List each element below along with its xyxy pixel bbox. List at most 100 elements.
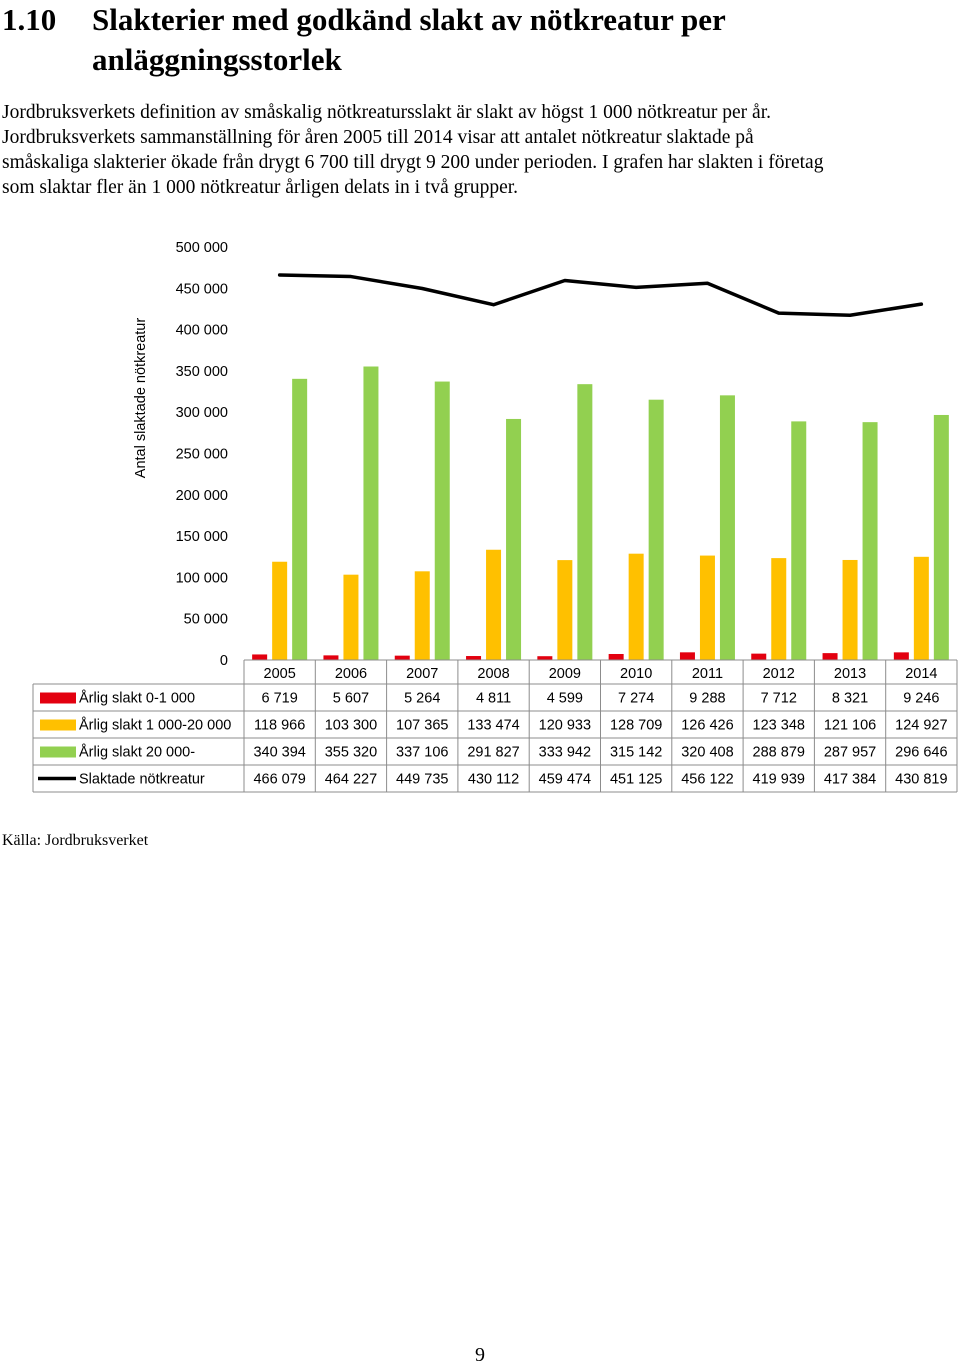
data-label: 7 274: [618, 691, 654, 707]
data-label: 120 933: [539, 718, 591, 734]
legend-label: Slaktade nötkreatur: [79, 772, 205, 788]
bar-small-2007: [394, 655, 410, 660]
legend-swatch: [40, 692, 76, 704]
bar-large-2006: [363, 366, 379, 660]
source-note: Källa: Jordbruksverket: [2, 832, 149, 849]
data-label: 417 384: [824, 772, 876, 788]
y-tick-label: 500 000: [176, 240, 228, 256]
data-label: 5 264: [404, 691, 440, 707]
data-label: 118 966: [254, 718, 305, 734]
x-tick-label: 2005: [264, 666, 296, 682]
data-label: 103 300: [325, 718, 377, 734]
data-label: 296 646: [895, 745, 947, 761]
legend-label: Årlig slakt 0-1 000: [79, 690, 195, 707]
data-label: 340 394: [253, 745, 305, 761]
y-tick-label: 250 000: [176, 447, 228, 463]
x-tick-label: 2010: [620, 666, 652, 682]
bar-small-2010: [608, 653, 624, 660]
bar-medium-2010: [628, 553, 644, 660]
legend-label: Årlig slakt 20 000-: [79, 744, 195, 761]
data-label: 287 957: [824, 745, 876, 761]
bar-large-2008: [506, 418, 522, 660]
data-label: 315 142: [610, 745, 662, 761]
line-group: [277, 273, 924, 317]
section-number: 1.10: [2, 2, 57, 37]
bar-medium-2005: [272, 561, 288, 660]
data-table: 2005 2006 2007 2008 2009 2010 2011 2012 2013 2014…: [32, 659, 958, 793]
data-label: 355 320: [325, 745, 377, 761]
data-label: 451 125: [610, 772, 662, 788]
bar-medium-2007: [414, 571, 430, 660]
bar-large-2012: [791, 421, 807, 660]
data-label: 419 939: [753, 772, 805, 788]
data-label: 333 942: [539, 745, 591, 761]
bar-small-2006: [323, 655, 339, 660]
intro-paragraph: Jordbruksverkets definition av småskalig…: [2, 100, 957, 200]
data-label: 464 227: [325, 772, 377, 788]
data-label: 123 348: [753, 718, 805, 734]
y-tick-label: 300 000: [176, 405, 228, 421]
bar-large-2013: [862, 422, 878, 660]
data-label: 6 719: [262, 691, 298, 707]
x-tick-label: 2012: [763, 666, 795, 682]
y-tick-label: 50 000: [184, 612, 228, 628]
slaughter-chart: 0 50 000 100 000 150 000 200 000 250 000 300 0…: [32, 240, 958, 793]
data-label: 337 106: [396, 745, 448, 761]
legend-label: Årlig slakt 1 000-20 000: [79, 717, 231, 734]
data-label: 430 819: [895, 772, 947, 788]
data-label: 121 106: [824, 718, 876, 734]
data-label: 8 321: [832, 691, 868, 707]
data-label: 4 811: [476, 691, 511, 707]
y-axis-ticks: 0 50 000 100 000 150 000 200 000 250 000 300 0…: [176, 240, 228, 669]
paragraph-line: som slaktar fler än 1 000 nötkreatur årl…: [2, 177, 519, 198]
page-number: 9: [475, 1344, 485, 1366]
bar-large-2011: [719, 395, 735, 660]
bar-large-2009: [577, 384, 593, 660]
x-tick-label: 2014: [905, 666, 937, 682]
y-tick-label: 100 000: [176, 570, 228, 586]
paragraph-line: Jordbruksverkets sammanställning för åre…: [2, 127, 754, 148]
bar-medium-2006: [343, 574, 359, 660]
bar-small-2013: [822, 653, 838, 660]
x-tick-label: 2011: [692, 666, 723, 682]
bar-small-2005: [252, 654, 268, 660]
bar-medium-2009: [557, 560, 573, 660]
y-tick-label: 400 000: [176, 323, 228, 339]
total-line: [277, 273, 924, 317]
bar-medium-2013: [842, 559, 858, 660]
bar-large-2014: [933, 414, 949, 660]
data-label: 466 079: [253, 772, 305, 788]
bar-small-2011: [679, 652, 695, 660]
data-label: 9 288: [689, 691, 725, 707]
bar-small-2009: [537, 656, 553, 660]
y-tick-label: 350 000: [176, 364, 228, 380]
data-label: 430 112: [468, 772, 519, 788]
legend-swatch: [40, 746, 76, 758]
x-tick-label: 2007: [406, 666, 438, 682]
bar-small-2014: [893, 652, 909, 660]
data-label: 459 474: [539, 772, 591, 788]
y-axis-label: Antal slaktade nötkreatur: [133, 318, 149, 479]
data-label: 107 365: [396, 718, 448, 734]
x-tick-label: 2008: [477, 666, 509, 682]
data-label: 320 408: [681, 745, 733, 761]
data-label: 449 735: [396, 772, 448, 788]
bar-large-2005: [292, 378, 308, 660]
data-label: 291 827: [467, 745, 519, 761]
bars-group: [252, 366, 949, 660]
bar-medium-2014: [913, 556, 929, 660]
legend-swatch: [40, 719, 76, 731]
y-tick-label: 150 000: [176, 529, 228, 545]
data-label: 7 712: [761, 691, 797, 707]
y-tick-label: 450 000: [176, 281, 228, 297]
data-label: 126 426: [681, 718, 733, 734]
data-label: 288 879: [753, 745, 805, 761]
bar-large-2010: [648, 399, 664, 660]
data-label: 5 607: [333, 691, 369, 707]
x-tick-label: 2009: [549, 666, 581, 682]
data-label: 128 709: [610, 718, 662, 734]
paragraph-line: Jordbruksverkets definition av småskalig…: [2, 102, 771, 123]
bar-large-2007: [434, 381, 450, 660]
data-label: 9 246: [903, 691, 939, 707]
bar-medium-2012: [771, 558, 787, 660]
